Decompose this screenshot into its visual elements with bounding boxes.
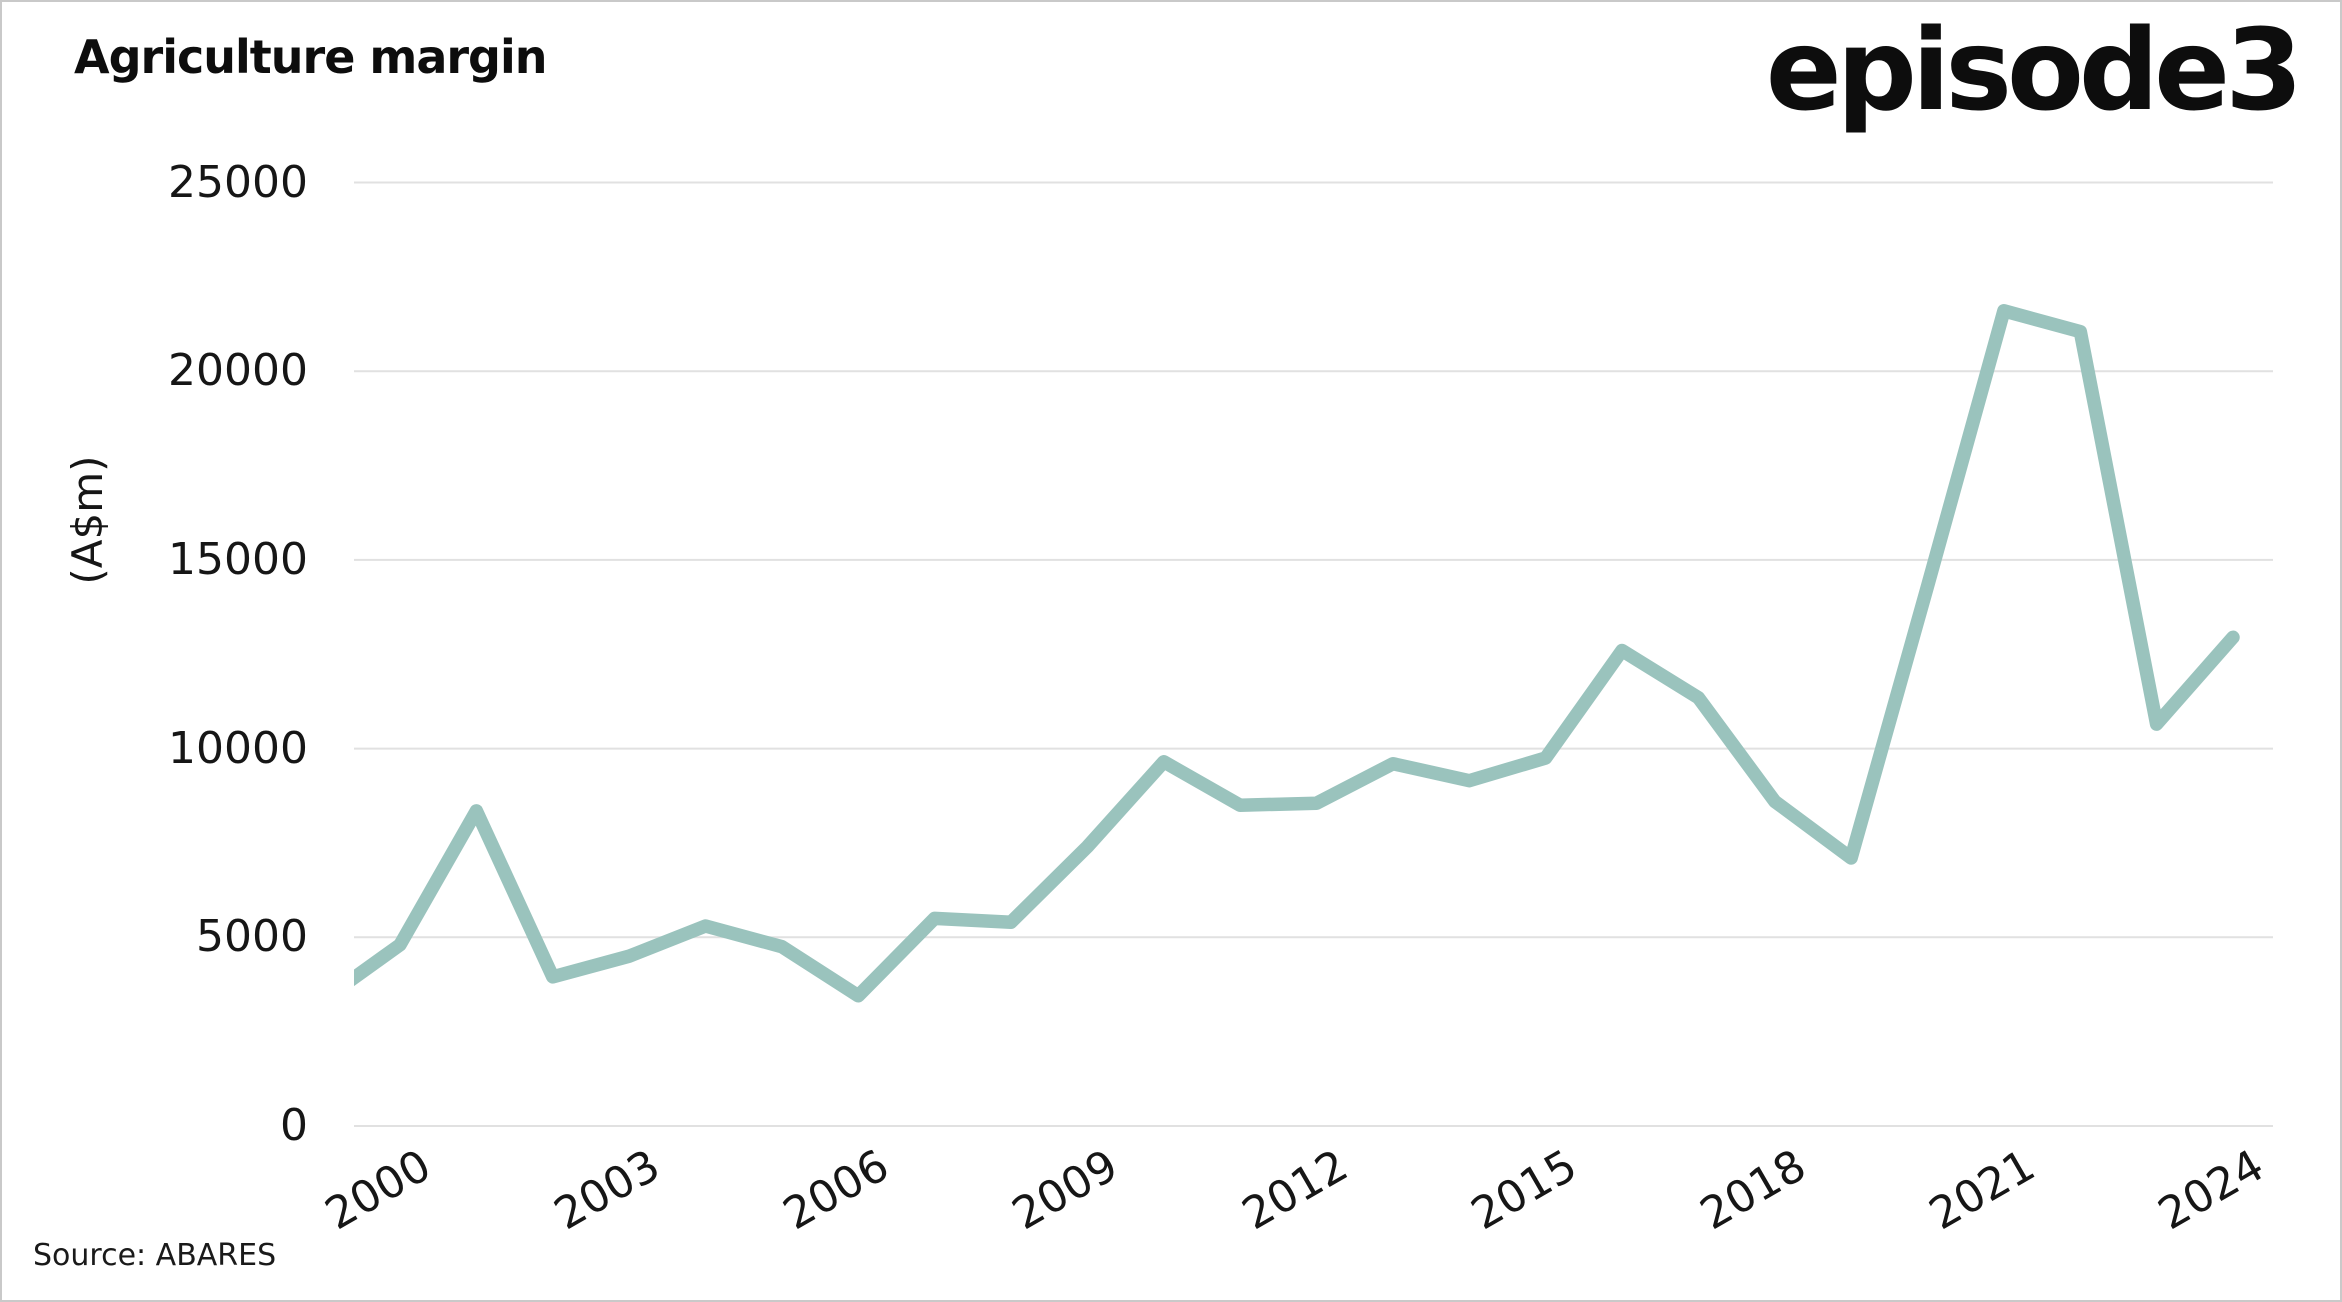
y-tick-label: 25000 (168, 157, 308, 208)
y-tick-label: 20000 (168, 345, 308, 396)
y-tick-label: 0 (280, 1100, 308, 1151)
series-group (354, 304, 2240, 1003)
gridlines (354, 181, 2273, 1127)
agriculture-margin-line (354, 304, 2240, 1003)
y-axis-title: (A$m) (63, 455, 112, 585)
brand-logo-episode3: episode3 (1765, 6, 2303, 136)
source-note: Source: ABARES (33, 1238, 277, 1273)
y-tick-label: 10000 (168, 723, 308, 774)
y-tick-label: 15000 (168, 534, 308, 585)
y-tick-label: 5000 (196, 911, 308, 962)
chart-title: Agriculture margin (74, 30, 548, 84)
